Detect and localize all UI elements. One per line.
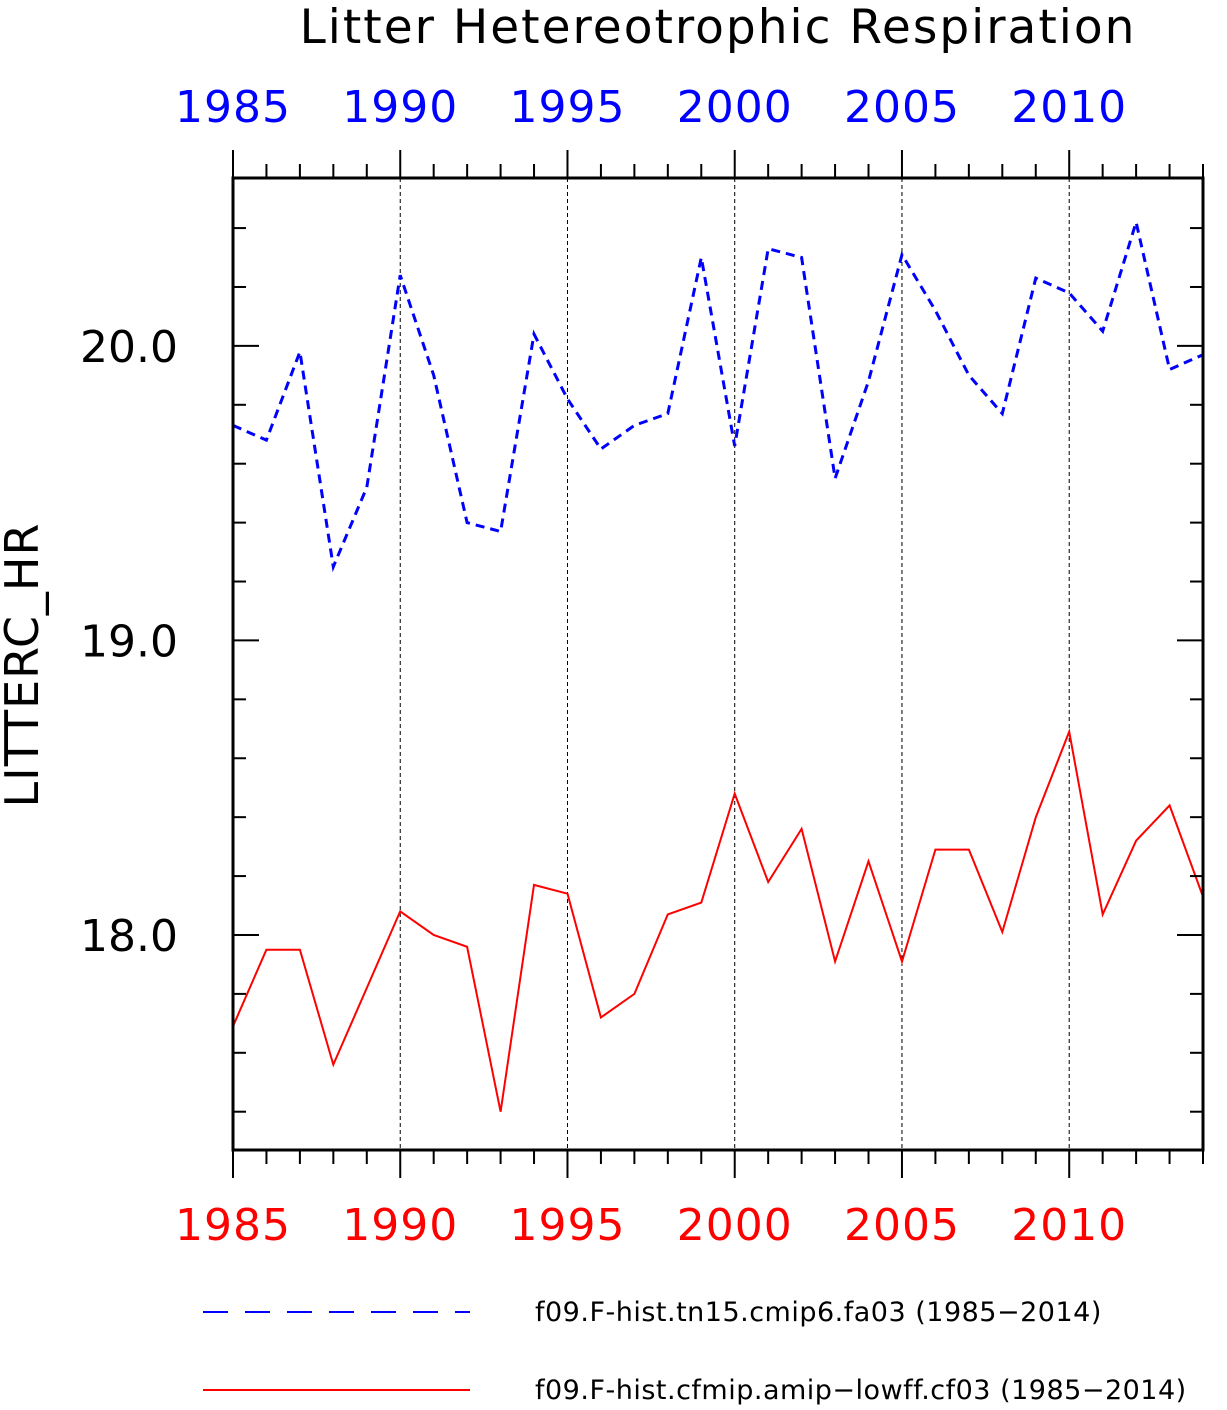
x-tick-label-bottom-1985: 1985 [175,1200,291,1251]
x-tick-label-top-2000: 2000 [677,82,793,133]
legend: f09.F-hist.tn15.cmip6.fa03 (1985−2014) f0… [203,1297,1187,1406]
chart-title: Litter Hetereotrophic Respiration [300,0,1137,55]
x-tick-label-bottom-1995: 1995 [509,1200,625,1251]
y-tick-label-18.0: 18.0 [80,911,178,962]
x-tick-label-bottom-2000: 2000 [677,1200,793,1251]
series-layer [232,216,1204,1112]
grid-lines [399,178,1070,1150]
y-tick-label-20.0: 20.0 [80,322,178,373]
x-tick-label-top-1990: 1990 [342,82,458,133]
series-line-2 [232,728,1204,1112]
y-axis-label: LITTERC_HR [0,523,49,808]
y-tick-label-19.0: 19.0 [80,616,178,667]
x-tick-label-top-1985: 1985 [175,82,291,133]
x-tick-label-top-2005: 2005 [844,82,960,133]
plot-frame [231,176,1205,1152]
tick-marks [232,150,1204,1178]
x-tick-label-bottom-1990: 1990 [342,1200,458,1251]
legend-label-1: f09.F-hist.tn15.cmip6.fa03 (1985−2014) [535,1297,1102,1328]
x-tick-label-bottom-2005: 2005 [844,1200,960,1251]
tick-labels: 1985 1985 1990 1990 1995 1995 2000 2000 2005 2005… [80,82,1127,1251]
series-line-1 [232,216,1204,573]
x-tick-label-top-2010: 2010 [1011,82,1127,133]
x-tick-label-bottom-2010: 2010 [1011,1200,1127,1251]
legend-label-2: f09.F-hist.cfmip.amip−lowff.cf03 (1985−2… [535,1375,1187,1406]
x-tick-label-top-1995: 1995 [509,82,625,133]
